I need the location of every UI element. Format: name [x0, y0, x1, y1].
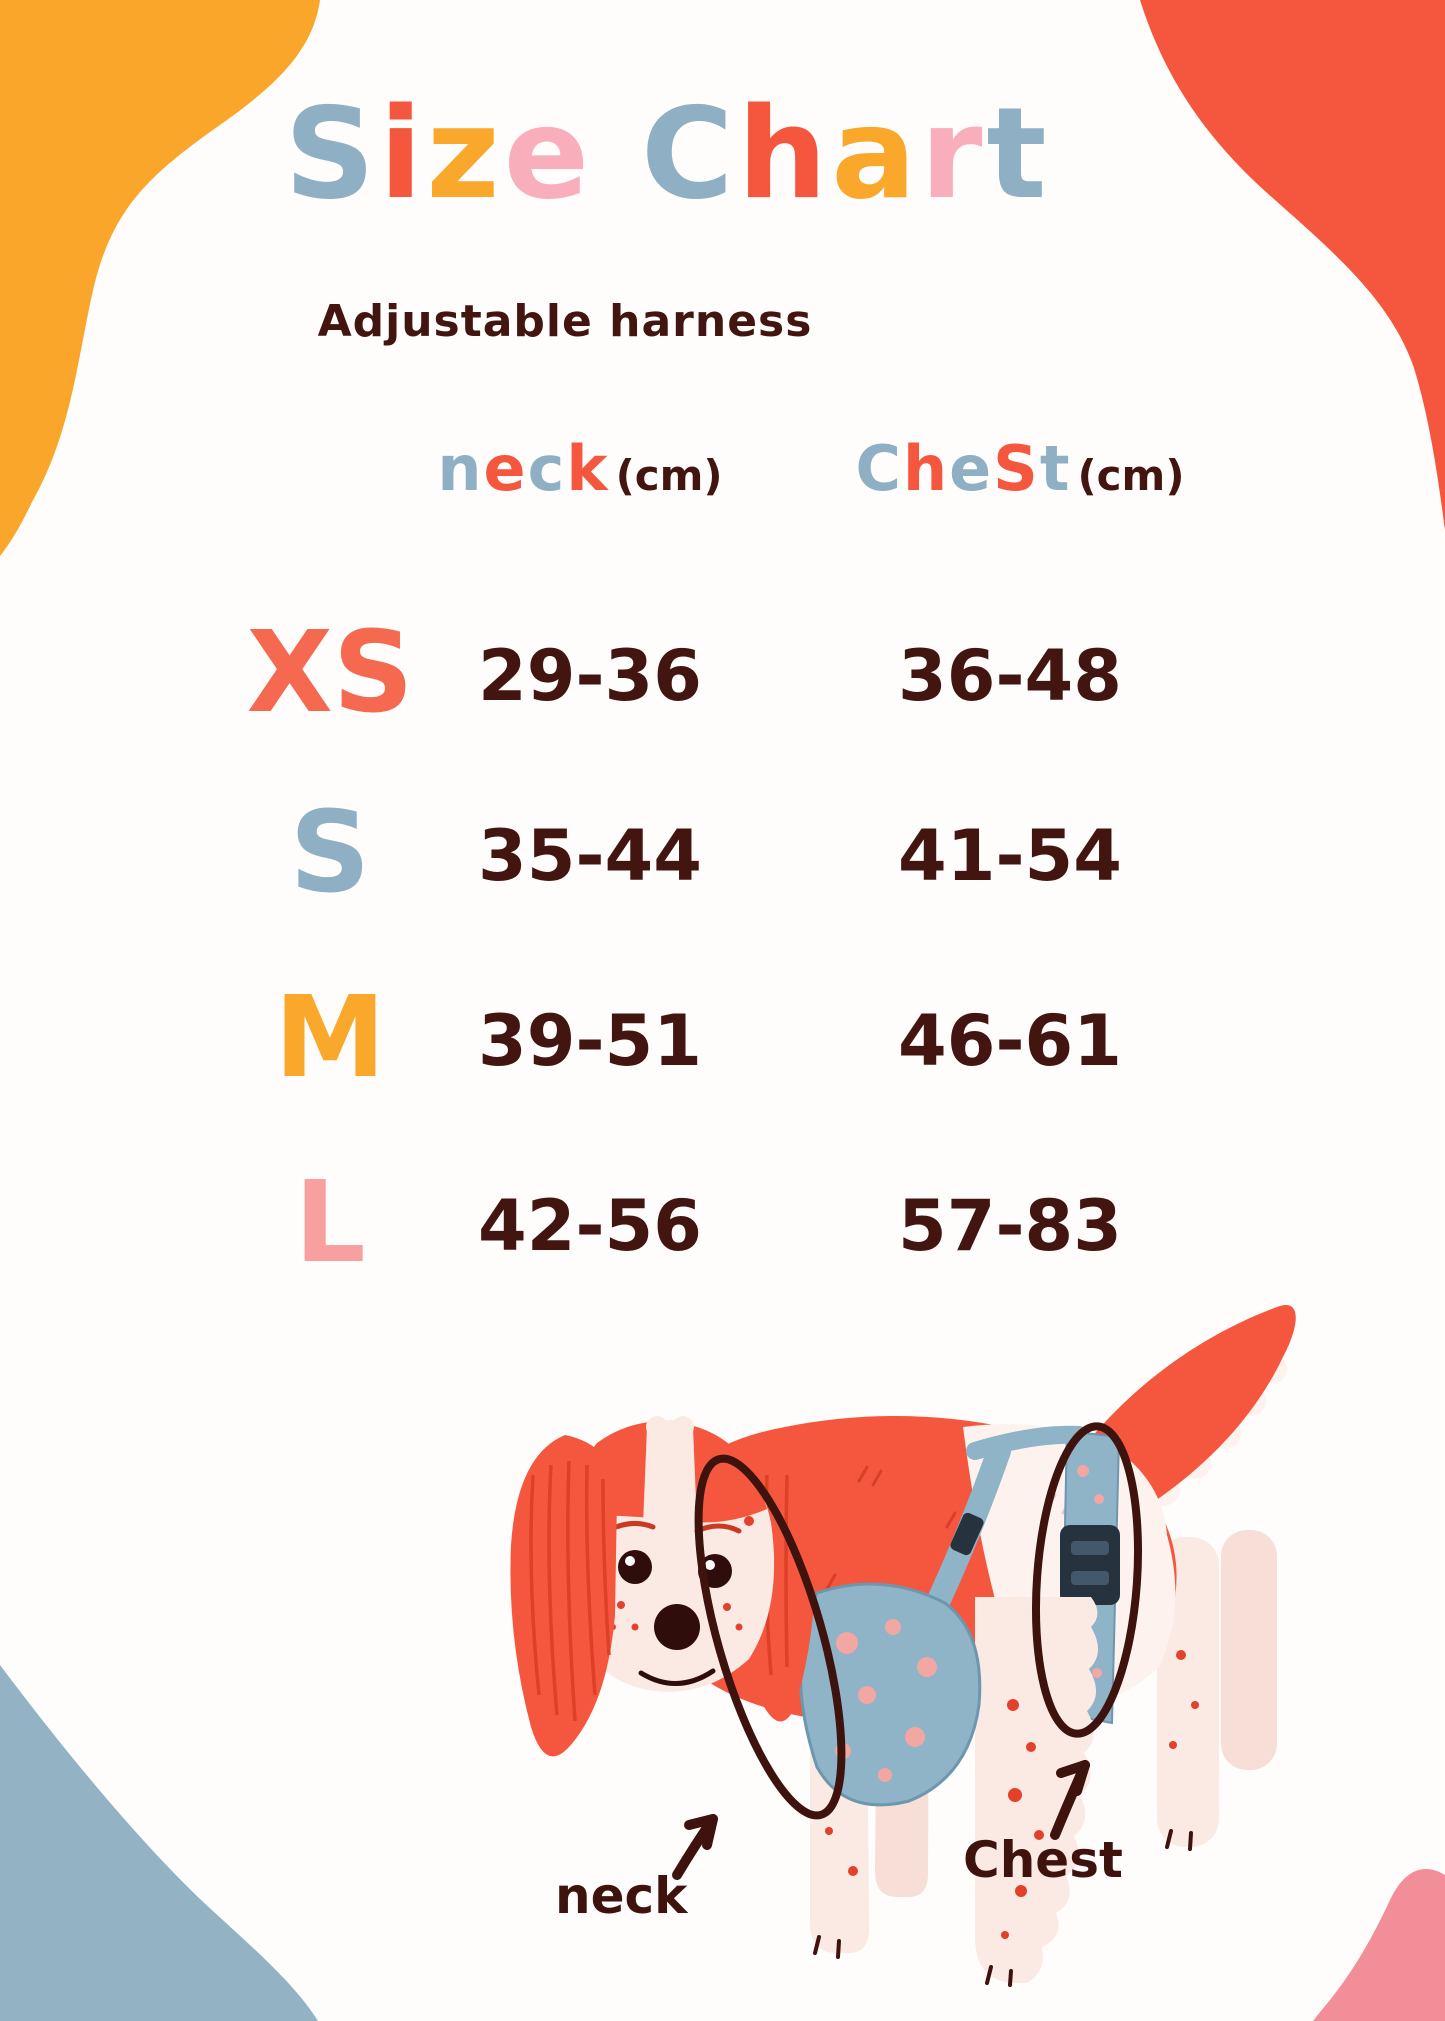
column-header-chest-unit: (cm): [1077, 451, 1185, 500]
dog-fur-ticks: [825, 1465, 957, 1591]
dog-mouth: [638, 1668, 716, 1686]
column-header-neck-word: neck: [437, 432, 610, 505]
neck-value-m: 39-51: [478, 1000, 702, 1082]
chest-value-s: 41-54: [898, 815, 1122, 897]
size-label-s: S: [289, 788, 371, 918]
chest-value-m: 46-61: [898, 1000, 1122, 1082]
harness-chest-panel: [798, 1582, 982, 1807]
column-header-chest: CheSt (cm): [820, 432, 1220, 505]
chest-label: Chest: [963, 1831, 1123, 1889]
chest-value-xs: 36-48: [898, 635, 1122, 717]
dog-head: [510, 1416, 816, 1757]
page-title: Size Chart: [284, 80, 1051, 227]
neck-value-l: 42-56: [478, 1185, 702, 1267]
column-header-neck: neck (cm): [380, 432, 780, 505]
dog-ear-left: [510, 1435, 617, 1757]
page-subtitle: Adjustable harness: [317, 296, 813, 347]
dog-blaze: [643, 1416, 697, 1531]
neck-label: neck: [555, 1867, 689, 1925]
chest-measure-loop: [1031, 1422, 1143, 1738]
neck-measure-loop: [694, 1454, 846, 1820]
corner-blob-bottom-right: [1313, 1868, 1445, 2021]
chest-annotation: Chest: [963, 1760, 1123, 1889]
size-label-xs: XS: [246, 608, 414, 738]
size-label-l: L: [294, 1158, 366, 1288]
chest-value-l: 57-83: [898, 1185, 1122, 1267]
harness-clip: [950, 1512, 984, 1556]
harness-buckle: [1060, 1525, 1120, 1605]
chest-arrow: [1050, 1760, 1090, 1840]
corner-blob-top-left: [0, 0, 320, 556]
corner-blob-top-right: [1140, 0, 1445, 530]
harness-back-strap: [966, 1425, 1088, 1460]
neck-value-xs: 29-36: [478, 635, 702, 717]
dog-hind-leg-near: [975, 1597, 1099, 1987]
neck-annotation: neck: [555, 1814, 718, 1925]
dog-nose: [654, 1604, 700, 1650]
neck-arrow: [672, 1814, 718, 1880]
neck-value-s: 35-44: [478, 815, 702, 897]
dog-illustration: neck Chest: [510, 1305, 1296, 1987]
column-header-neck-unit: (cm): [615, 451, 723, 500]
column-header-chest-word: CheSt: [855, 432, 1072, 505]
corner-blob-bottom-left: [0, 1665, 318, 2021]
size-label-m: M: [274, 973, 386, 1103]
